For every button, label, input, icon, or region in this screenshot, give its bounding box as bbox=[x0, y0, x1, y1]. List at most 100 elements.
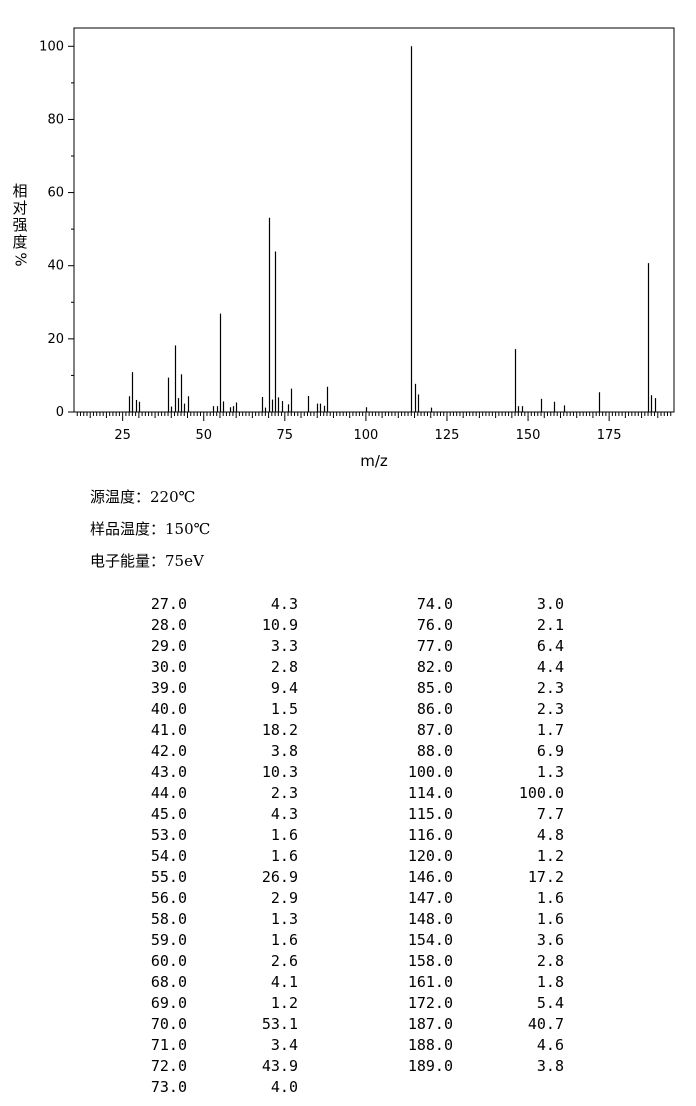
peak-row: 76.0 2.1 bbox=[406, 615, 564, 636]
peak-mz: 86.0 bbox=[416, 700, 453, 718]
peak-mz: 55.0 bbox=[150, 868, 187, 886]
peak-mz: 187.0 bbox=[407, 1015, 453, 1033]
peak-abundance: 4.6 bbox=[536, 1036, 564, 1054]
peak-abundance: 1.6 bbox=[270, 826, 298, 844]
peak-row: 77.0 6.4 bbox=[406, 636, 564, 657]
peak-abundance: 1.2 bbox=[270, 994, 298, 1012]
y-axis: 0 20 40 60 80 100 bbox=[39, 39, 74, 420]
sample-temperature: 样品温度：150℃ bbox=[90, 520, 211, 538]
peak-abundance: 4.3 bbox=[270, 805, 298, 823]
peak-abundance: 1.3 bbox=[536, 763, 564, 781]
peak-mz: 154.0 bbox=[407, 931, 453, 949]
peak-row: 187.0 40.7 bbox=[406, 1014, 564, 1035]
peak-abundance: 3.0 bbox=[536, 595, 564, 613]
peak-mz: 54.0 bbox=[150, 847, 187, 865]
peak-row: 161.0 1.8 bbox=[406, 972, 564, 993]
peak-mz: 158.0 bbox=[407, 952, 453, 970]
peak-mz: 82.0 bbox=[416, 658, 453, 676]
peak-row: 114.0 100.0 bbox=[406, 783, 564, 804]
peak-mz: 40.0 bbox=[150, 700, 187, 718]
y-tick-label: 60 bbox=[47, 186, 64, 201]
peak-row: 86.0 2.3 bbox=[406, 699, 564, 720]
peak-row: 154.0 3.6 bbox=[406, 930, 564, 951]
peak-row: 41.0 18.2 bbox=[140, 720, 298, 741]
peak-abundance: 2.8 bbox=[536, 952, 564, 970]
y-tick-label: 40 bbox=[47, 259, 64, 274]
peak-mz: 188.0 bbox=[407, 1036, 453, 1054]
peak-abundance: 2.1 bbox=[536, 616, 564, 634]
peak-row: 87.0 1.7 bbox=[406, 720, 564, 741]
peak-row: 120.0 1.2 bbox=[406, 846, 564, 867]
peak-mz: 120.0 bbox=[407, 847, 453, 865]
peak-row: 88.0 6.9 bbox=[406, 741, 564, 762]
peak-abundance: 4.8 bbox=[536, 826, 564, 844]
peak-row: 70.0 53.1 bbox=[140, 1014, 298, 1035]
peak-table-right: 74.0 3.0 76.0 2.1 77.0 6.4 82.0 4.4 85.0 2.3 86.0 2… bbox=[406, 594, 564, 1077]
peak-mz: 60.0 bbox=[150, 952, 187, 970]
peak-table-left: 27.0 4.3 28.0 10.9 29.0 3.3 30.0 2.8 39.0 9.4 40.0… bbox=[140, 594, 298, 1098]
y-tick-label: 0 bbox=[56, 405, 64, 420]
peak-mz: 53.0 bbox=[150, 826, 187, 844]
peak-abundance: 10.3 bbox=[261, 763, 298, 781]
peak-abundance: 6.4 bbox=[536, 637, 564, 655]
peak-abundance: 6.9 bbox=[536, 742, 564, 760]
peak-mz: 69.0 bbox=[150, 994, 187, 1012]
peak-abundance: 2.6 bbox=[270, 952, 298, 970]
peak-row: 39.0 9.4 bbox=[140, 678, 298, 699]
peak-mz: 27.0 bbox=[150, 595, 187, 613]
peak-abundance: 18.2 bbox=[261, 721, 298, 739]
peak-row: 172.0 5.4 bbox=[406, 993, 564, 1014]
peak-abundance: 40.7 bbox=[527, 1015, 564, 1033]
peak-row: 148.0 1.6 bbox=[406, 909, 564, 930]
x-axis: 25 50 75 100 125 150 175 bbox=[76, 412, 672, 443]
peak-row: 188.0 4.6 bbox=[406, 1035, 564, 1056]
peak-row: 100.0 1.3 bbox=[406, 762, 564, 783]
peak-row: 53.0 1.6 bbox=[140, 825, 298, 846]
x-axis-title: m/z bbox=[360, 452, 388, 470]
peak-row: 28.0 10.9 bbox=[140, 615, 298, 636]
peak-row: 158.0 2.8 bbox=[406, 951, 564, 972]
x-tick-label: 25 bbox=[114, 428, 131, 443]
peak-abundance: 2.3 bbox=[536, 700, 564, 718]
peak-mz: 56.0 bbox=[150, 889, 187, 907]
peak-mz: 114.0 bbox=[407, 784, 453, 802]
peak-abundance: 1.6 bbox=[536, 910, 564, 928]
peak-abundance: 1.6 bbox=[536, 889, 564, 907]
peak-mz: 45.0 bbox=[150, 805, 187, 823]
peak-mz: 30.0 bbox=[150, 658, 187, 676]
peak-mz: 172.0 bbox=[407, 994, 453, 1012]
peak-abundance: 3.3 bbox=[270, 637, 298, 655]
peak-mz: 85.0 bbox=[416, 679, 453, 697]
peak-row: 58.0 1.3 bbox=[140, 909, 298, 930]
peak-mz: 43.0 bbox=[150, 763, 187, 781]
x-tick-label: 150 bbox=[516, 428, 541, 443]
peak-abundance: 1.7 bbox=[536, 721, 564, 739]
peak-row: 44.0 2.3 bbox=[140, 783, 298, 804]
peak-mz: 71.0 bbox=[150, 1036, 187, 1054]
plot-frame bbox=[73, 27, 675, 413]
peak-abundance: 3.8 bbox=[270, 742, 298, 760]
peak-abundance: 3.6 bbox=[536, 931, 564, 949]
peak-mz: 41.0 bbox=[150, 721, 187, 739]
x-tick-label: 50 bbox=[195, 428, 212, 443]
peak-abundance: 3.4 bbox=[270, 1036, 298, 1054]
peak-row: 55.0 26.9 bbox=[140, 867, 298, 888]
peak-row: 29.0 3.3 bbox=[140, 636, 298, 657]
peak-row: 146.0 17.2 bbox=[406, 867, 564, 888]
peak-mz: 115.0 bbox=[407, 805, 453, 823]
peak-mz: 59.0 bbox=[150, 931, 187, 949]
peak-abundance: 1.2 bbox=[536, 847, 564, 865]
peak-abundance: 4.3 bbox=[270, 595, 298, 613]
peak-mz: 73.0 bbox=[150, 1078, 187, 1096]
peak-mz: 87.0 bbox=[416, 721, 453, 739]
peak-row: 69.0 1.2 bbox=[140, 993, 298, 1014]
source-temperature: 源温度：220℃ bbox=[90, 488, 196, 506]
peak-row: 72.0 43.9 bbox=[140, 1056, 298, 1077]
peak-row: 30.0 2.8 bbox=[140, 657, 298, 678]
peak-mz: 116.0 bbox=[407, 826, 453, 844]
peak-abundance: 4.1 bbox=[270, 973, 298, 991]
peak-abundance: 1.6 bbox=[270, 847, 298, 865]
peak-row: 189.0 3.8 bbox=[406, 1056, 564, 1077]
peak-row: 147.0 1.6 bbox=[406, 888, 564, 909]
peak-abundance: 5.4 bbox=[536, 994, 564, 1012]
